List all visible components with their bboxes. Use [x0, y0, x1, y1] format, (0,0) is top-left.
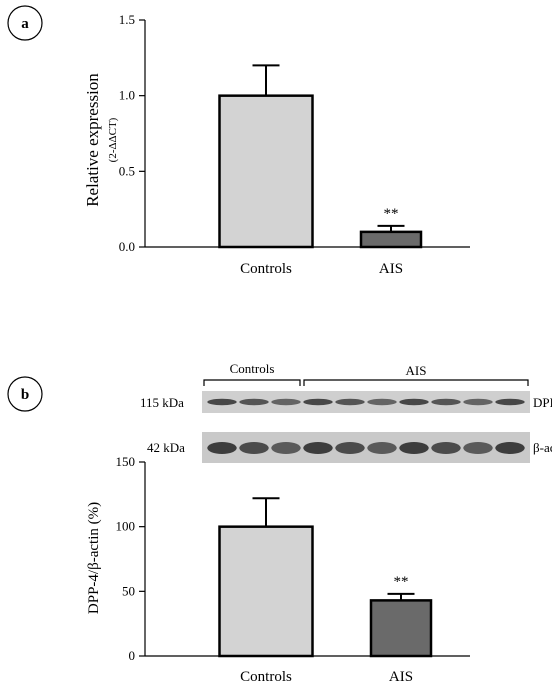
- blot-band: [399, 442, 429, 454]
- y-tick-label-b: 0: [129, 648, 136, 663]
- blot-band: [399, 398, 429, 406]
- blot-band: [463, 398, 493, 406]
- y-tick-label-a: 0.0: [119, 239, 135, 254]
- blot-band: [463, 442, 493, 454]
- y-tick-label-b: 100: [116, 519, 136, 534]
- blot-band: [207, 398, 237, 406]
- y-tick-label-b: 50: [122, 583, 135, 598]
- bar-a-ais: [359, 230, 423, 249]
- blot-band: [207, 442, 237, 454]
- panel-b: b DPP-4/β-actin (%) 0 50 100 150 Controls AIS…: [7, 376, 470, 685]
- blot-band: [367, 398, 397, 406]
- blot-band: [271, 442, 301, 454]
- blot-band: [495, 442, 525, 454]
- y-tick-label-a: 0.5: [119, 163, 135, 178]
- blot-protein-actin: β-actin: [533, 440, 552, 455]
- panel-b-badge: [7, 376, 43, 412]
- blot-controls-label: Controls: [230, 361, 275, 376]
- panel-b-letter: b: [21, 387, 29, 403]
- blot-band: [495, 398, 525, 406]
- panel-a-letter: a: [21, 16, 29, 32]
- x-category-label-a: Controls: [240, 261, 292, 277]
- blot-band: [303, 398, 333, 406]
- blot-band: [335, 442, 365, 454]
- y-tick-label-a: 1.0: [119, 88, 135, 103]
- bar-b-ais: [369, 599, 433, 658]
- blot-band: [239, 398, 269, 406]
- panel-a: a Relative expression (2-ΔΔCT) 0.0 0.5 1.0…: [7, 5, 470, 277]
- significance-marker-a: **: [384, 206, 399, 222]
- significance-marker-b: **: [394, 574, 409, 590]
- x-category-label-b: AIS: [389, 669, 413, 685]
- blot-band: [335, 398, 365, 406]
- blot-band: [271, 398, 301, 406]
- x-category-label-b: Controls: [240, 669, 292, 685]
- blot-band: [431, 442, 461, 454]
- blot-ais-label: AIS: [406, 363, 427, 378]
- blot-strip-dpp4: [202, 391, 530, 413]
- x-category-label-a: AIS: [379, 261, 403, 277]
- y-axis-title-a: Relative expression: [83, 73, 102, 207]
- panel-a-badge: [7, 5, 43, 41]
- bands-actin: [207, 442, 525, 454]
- blot-band: [303, 442, 333, 454]
- controls-bracket: [203, 379, 301, 386]
- blot-band: [239, 442, 269, 454]
- bar-a-controls: [218, 94, 314, 249]
- western-blot: Controls AIS 115 kDa DPP-4 42 kDa β-acti…: [140, 361, 552, 463]
- panel-a-y-axis-title: Relative expression (2-ΔΔCT): [83, 73, 119, 207]
- blot-mw-actin: 42 kDa: [147, 440, 185, 455]
- y-axis-subtitle-a: (2-ΔΔCT): [107, 117, 119, 162]
- panel-b-bars: **: [218, 497, 433, 658]
- blot-band: [367, 442, 397, 454]
- blot-protein-dpp4: DPP-4: [533, 395, 552, 410]
- panel-a-bars: **: [218, 64, 423, 249]
- bar-b-controls: [218, 525, 314, 658]
- blot-mw-dpp4: 115 kDa: [140, 395, 184, 410]
- y-axis-title-b: DPP-4/β-actin (%): [86, 502, 102, 614]
- blot-band: [431, 398, 461, 406]
- y-tick-label-b: 150: [116, 454, 136, 469]
- bands-dpp4: [207, 398, 525, 406]
- ais-bracket: [303, 379, 529, 386]
- y-tick-label-a: 1.5: [119, 12, 135, 27]
